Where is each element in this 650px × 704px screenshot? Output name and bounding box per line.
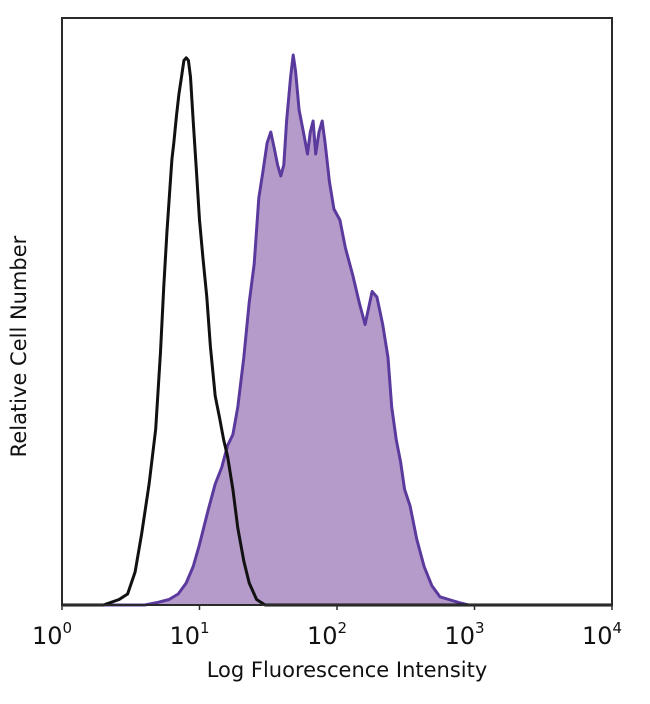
y-axis-title: Relative Cell Number [7,235,31,457]
x-tick-label: 102 [307,619,347,650]
x-tick-label: 104 [582,619,622,650]
x-tick-label: 103 [444,619,484,650]
series-2-area [62,55,612,605]
x-tick-label: 101 [169,619,209,650]
x-tick-label: 100 [32,619,72,650]
x-axis-ticks: 100 101 102 103 104 [32,605,622,650]
series-2-line [62,53,612,607]
series-1-line [62,56,612,607]
series-layer [62,53,612,607]
x-axis-title: Log Fluorescence Intensity [207,658,488,682]
